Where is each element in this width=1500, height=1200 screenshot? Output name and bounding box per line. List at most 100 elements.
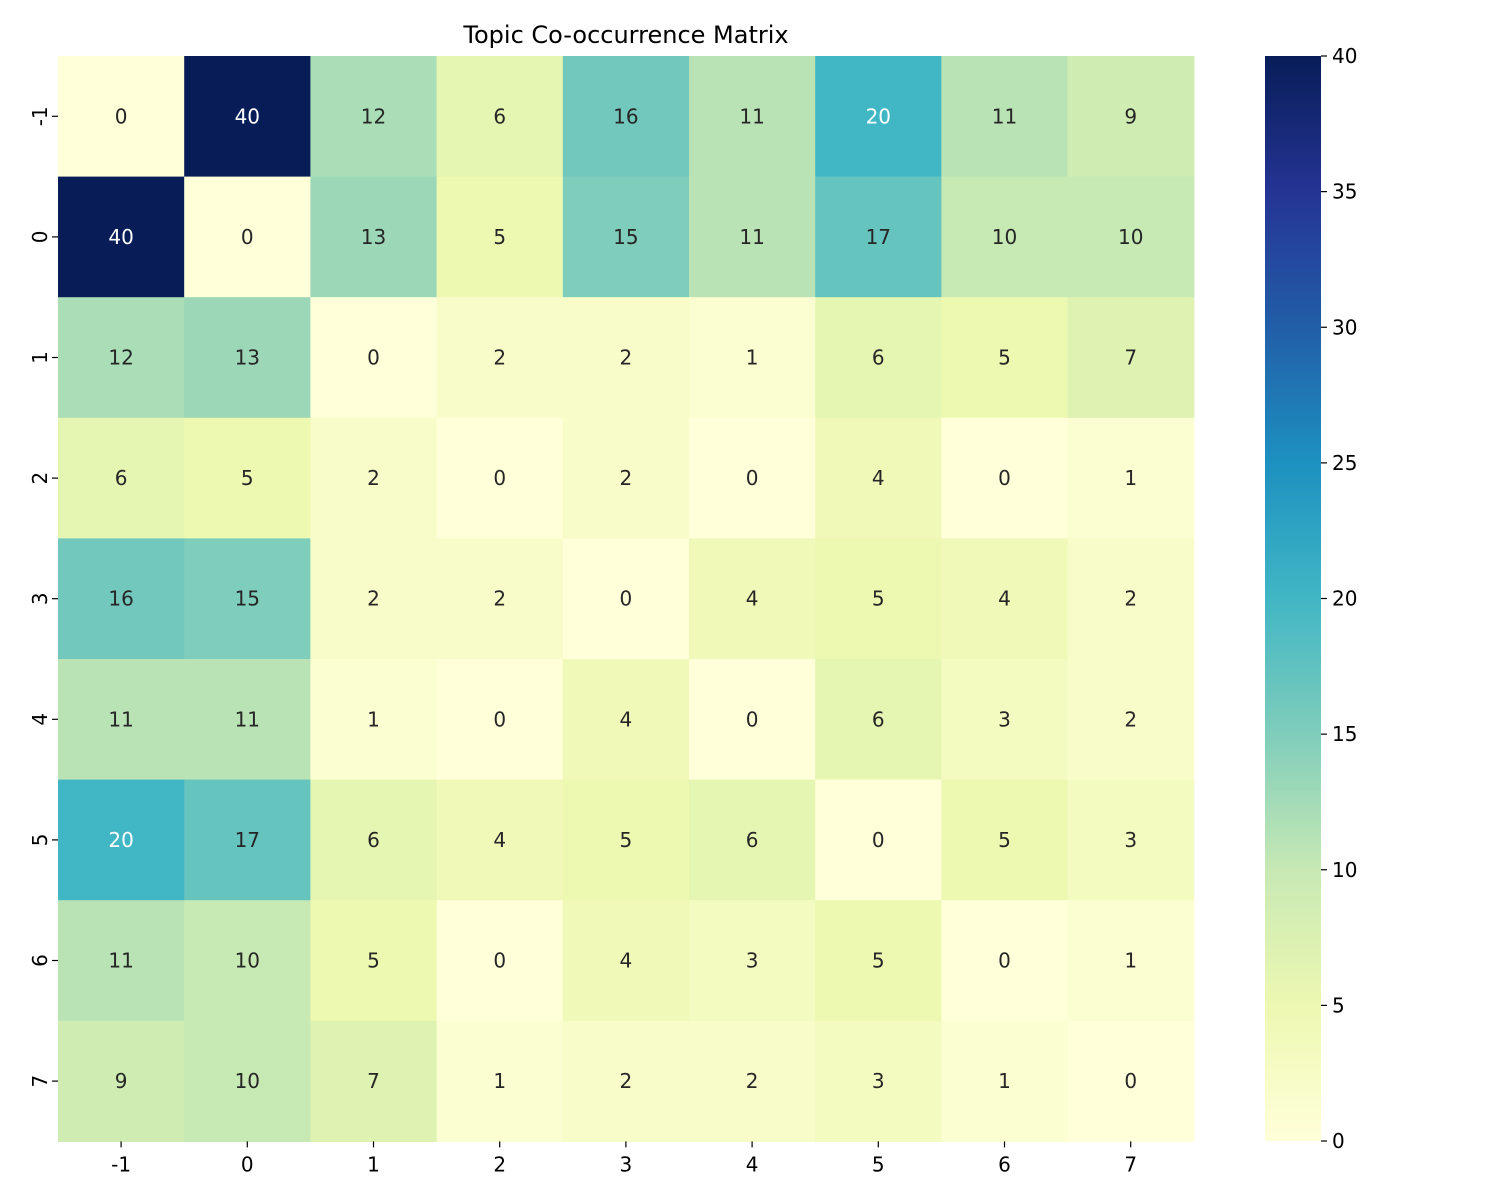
heatmap-cell bbox=[436, 779, 564, 901]
heatmap-cell bbox=[815, 779, 942, 901]
cell-value-label: 5 bbox=[493, 225, 506, 249]
heatmap-cell bbox=[310, 1020, 438, 1142]
heatmap-cell bbox=[310, 176, 438, 298]
cell-value-label: 9 bbox=[115, 1069, 128, 1093]
cell-value-label: 2 bbox=[367, 587, 380, 611]
cell-value-label: 2 bbox=[1124, 707, 1137, 731]
cell-value-label: 13 bbox=[235, 346, 260, 370]
cell-value-label: 3 bbox=[1124, 828, 1137, 852]
y-tick-label: 4 bbox=[28, 713, 52, 726]
heatmap-cell bbox=[184, 1020, 311, 1142]
cell-value-label: 15 bbox=[613, 225, 638, 249]
cell-value-label: 0 bbox=[241, 225, 254, 249]
x-tick-label: 1 bbox=[367, 1152, 380, 1176]
colorbar: 0 5 10 15 20 25 30 35 40 bbox=[1265, 44, 1357, 1153]
cell-value-label: 4 bbox=[998, 587, 1011, 611]
cell-value-label: 0 bbox=[493, 707, 506, 731]
cell-value-label: 5 bbox=[367, 949, 380, 973]
colorbar-gradient bbox=[1265, 56, 1321, 1141]
cell-value-label: 5 bbox=[998, 828, 1011, 852]
cell-value-label: 16 bbox=[108, 587, 133, 611]
heatmap-cell bbox=[689, 417, 816, 539]
cell-value-label: 7 bbox=[1124, 346, 1137, 370]
heatmap-cell bbox=[436, 56, 564, 178]
heatmap-cell bbox=[436, 538, 564, 660]
chart-title: Topic Co-occurrence Matrix bbox=[462, 21, 788, 49]
cell-value-label: 2 bbox=[493, 587, 506, 611]
heatmap-cell bbox=[815, 900, 942, 1022]
cell-value-label: 0 bbox=[367, 346, 380, 370]
x-tick-label: 2 bbox=[493, 1152, 506, 1176]
cell-value-label: 6 bbox=[872, 346, 885, 370]
heatmap-cell bbox=[184, 900, 311, 1022]
colorbar-tick-label: 35 bbox=[1332, 180, 1357, 204]
heatmap-cell bbox=[1067, 779, 1195, 901]
cell-value-label: 11 bbox=[992, 104, 1017, 128]
cell-value-label: 0 bbox=[115, 104, 128, 128]
heatmap-cell bbox=[941, 538, 1069, 660]
y-tick-label: -1 bbox=[28, 106, 52, 126]
y-tick-label: 2 bbox=[28, 472, 52, 485]
heatmap-cell bbox=[562, 538, 690, 660]
cell-value-label: 1 bbox=[1124, 949, 1137, 973]
heatmap-cell bbox=[941, 56, 1069, 178]
cell-value-label: 0 bbox=[998, 466, 1011, 490]
heatmap-cell bbox=[184, 56, 311, 178]
x-tick-label: 3 bbox=[620, 1152, 633, 1176]
cell-value-label: 13 bbox=[361, 225, 386, 249]
heatmap-cell bbox=[689, 538, 816, 660]
heatmap-cell bbox=[184, 538, 311, 660]
x-tick-label: 7 bbox=[1124, 1152, 1137, 1176]
cell-value-label: 4 bbox=[872, 466, 885, 490]
x-tick-label: -1 bbox=[111, 1152, 131, 1176]
heatmap-cell bbox=[689, 297, 816, 419]
heatmap-cell bbox=[184, 297, 311, 419]
cell-value-label: 1 bbox=[367, 707, 380, 731]
heatmap-cell bbox=[562, 900, 690, 1022]
heatmap-cell bbox=[310, 779, 438, 901]
cell-value-label: 11 bbox=[108, 707, 133, 731]
heatmap-cell bbox=[689, 56, 816, 178]
cell-value-label: 0 bbox=[493, 466, 506, 490]
heatmap-cell bbox=[184, 659, 311, 781]
cell-value-label: 2 bbox=[493, 346, 506, 370]
heatmap-cell bbox=[58, 56, 185, 178]
cell-value-label: 11 bbox=[739, 104, 764, 128]
cell-value-label: 40 bbox=[108, 225, 133, 249]
cell-value-label: 2 bbox=[746, 1069, 759, 1093]
cell-value-label: 3 bbox=[746, 949, 759, 973]
heatmap-cell bbox=[58, 659, 185, 781]
heatmap-cell bbox=[184, 176, 311, 298]
heatmap-cell bbox=[310, 659, 438, 781]
heatmap-cell bbox=[58, 1020, 185, 1142]
heatmap-cell bbox=[815, 417, 942, 539]
cell-value-label: 12 bbox=[361, 104, 386, 128]
cell-value-label: 10 bbox=[235, 949, 260, 973]
heatmap-cell bbox=[58, 417, 185, 539]
heatmap-cell bbox=[310, 297, 438, 419]
heatmap-cell bbox=[562, 417, 690, 539]
cell-value-label: 11 bbox=[108, 949, 133, 973]
cell-value-label: 1 bbox=[746, 346, 759, 370]
heatmap-cell bbox=[436, 297, 564, 419]
heatmap-cell bbox=[1067, 1020, 1195, 1142]
cell-value-label: 4 bbox=[620, 949, 633, 973]
y-tick-label: 0 bbox=[28, 231, 52, 244]
cell-value-label: 5 bbox=[620, 828, 633, 852]
cell-value-label: 4 bbox=[746, 587, 759, 611]
heatmap-cell bbox=[689, 1020, 816, 1142]
x-tick-label: 0 bbox=[241, 1152, 254, 1176]
y-tick-label: 5 bbox=[28, 834, 52, 847]
heatmap-cell bbox=[689, 176, 816, 298]
heatmap-cell bbox=[310, 417, 438, 539]
heatmap-cell bbox=[562, 297, 690, 419]
y-tick-label: 1 bbox=[28, 351, 52, 364]
heatmap-cell bbox=[941, 417, 1069, 539]
colorbar-tick-label: 5 bbox=[1332, 993, 1345, 1017]
heatmap-cell bbox=[1067, 176, 1195, 298]
cell-value-label: 10 bbox=[1118, 225, 1143, 249]
cell-value-label: 12 bbox=[108, 346, 133, 370]
cell-value-label: 16 bbox=[613, 104, 638, 128]
heatmap-cell bbox=[815, 56, 942, 178]
